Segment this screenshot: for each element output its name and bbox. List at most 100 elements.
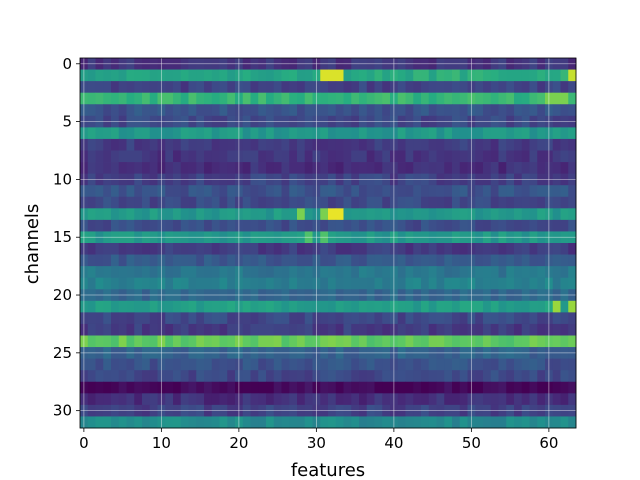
heatmap-cell — [490, 81, 499, 94]
heatmap-cell — [490, 127, 499, 140]
heatmap-cell — [118, 416, 127, 429]
heatmap-cell — [320, 381, 329, 394]
heatmap-cell — [87, 370, 96, 383]
heatmap-cell — [149, 243, 158, 255]
heatmap-cell — [142, 127, 151, 140]
heatmap-cell — [436, 254, 445, 267]
heatmap-cell — [266, 69, 275, 82]
heatmap-cell — [483, 300, 492, 313]
heatmap-cell — [289, 208, 298, 221]
heatmap-cell — [382, 323, 391, 336]
heatmap-cell — [382, 104, 391, 117]
x-tick-label: 0 — [79, 434, 89, 452]
heatmap-cell — [188, 196, 197, 209]
heatmap-cell — [196, 150, 205, 163]
heatmap-cell — [514, 243, 523, 255]
heatmap-cell — [537, 104, 546, 117]
heatmap-cell — [428, 185, 437, 198]
heatmap-cell — [266, 104, 275, 117]
heatmap-cell — [343, 81, 352, 94]
heatmap-cell — [165, 370, 174, 383]
heatmap-cell — [568, 208, 577, 221]
heatmap-cell — [335, 323, 344, 336]
heatmap-cell — [87, 127, 96, 140]
heatmap-cell — [289, 393, 298, 406]
heatmap-cell — [421, 150, 430, 163]
heatmap-cell — [196, 127, 205, 140]
heatmap-cell — [149, 416, 158, 429]
heatmap-cell — [149, 104, 158, 117]
heatmap-cell — [498, 335, 507, 348]
heatmap-cell — [397, 323, 406, 336]
heatmap-cell — [211, 358, 220, 371]
heatmap-cell — [366, 254, 375, 267]
heatmap-cell — [95, 243, 104, 255]
heatmap-cell — [537, 219, 546, 232]
heatmap-cell — [196, 196, 205, 209]
heatmap-cell — [242, 381, 251, 394]
heatmap-cell — [421, 219, 430, 232]
heatmap-cell — [343, 196, 352, 209]
heatmap-cell — [289, 162, 298, 175]
heatmap-cell — [118, 300, 127, 313]
heatmap-cell — [328, 312, 337, 325]
heatmap-cell — [180, 185, 189, 198]
heatmap-cell — [413, 150, 422, 163]
heatmap-cell — [421, 277, 430, 290]
heatmap-cell — [149, 127, 158, 140]
heatmap-cell — [118, 243, 127, 255]
heatmap-cell — [459, 69, 468, 82]
heatmap-cell — [514, 219, 523, 232]
heatmap-cell — [297, 300, 306, 313]
heatmap-cell — [436, 381, 445, 394]
heatmap-cell — [95, 185, 104, 198]
heatmap-cell — [118, 127, 127, 140]
heatmap-cell — [118, 393, 127, 406]
heatmap-cell — [103, 358, 112, 371]
heatmap-cell — [428, 323, 437, 336]
heatmap-cell — [281, 370, 290, 383]
heatmap-cell — [436, 69, 445, 82]
heatmap-cell — [281, 150, 290, 163]
heatmap-cell — [374, 138, 383, 151]
heatmap-cell — [165, 127, 174, 140]
heatmap-cell — [149, 219, 158, 232]
heatmap-cell — [304, 92, 313, 105]
heatmap-cell — [444, 300, 453, 313]
heatmap-cell — [273, 312, 282, 325]
heatmap-cell — [227, 254, 236, 267]
heatmap-cell — [359, 370, 368, 383]
heatmap-cell — [490, 150, 499, 163]
heatmap-cell — [452, 219, 461, 232]
heatmap-cell — [335, 370, 344, 383]
heatmap-cell — [366, 416, 375, 429]
x-tick-label: 20 — [229, 434, 248, 452]
heatmap-cell — [126, 150, 135, 163]
heatmap-cell — [227, 162, 236, 175]
heatmap-cell — [258, 254, 267, 267]
heatmap-cell — [529, 162, 538, 175]
heatmap-cell — [273, 370, 282, 383]
heatmap-cell — [514, 416, 523, 429]
heatmap-cell — [359, 69, 368, 82]
heatmap-cell — [134, 104, 143, 117]
heatmap-cell — [335, 196, 344, 209]
heatmap-cell — [483, 266, 492, 279]
heatmap-cell — [266, 254, 275, 267]
heatmap-cell — [382, 266, 391, 279]
heatmap-cell — [552, 300, 561, 313]
heatmap-cell — [359, 393, 368, 406]
heatmap-cell — [506, 266, 515, 279]
heatmap-cell — [483, 92, 492, 105]
heatmap-cell — [366, 127, 375, 140]
x-axis-label: features — [291, 460, 365, 480]
heatmap-cell — [343, 312, 352, 325]
heatmap-cell — [475, 196, 484, 209]
heatmap-cell — [498, 185, 507, 198]
heatmap-cell — [343, 335, 352, 348]
heatmap-cell — [568, 358, 577, 371]
heatmap-cell — [498, 312, 507, 325]
heatmap-cell — [351, 370, 360, 383]
heatmap-cell — [413, 300, 422, 313]
heatmap-cell — [552, 92, 561, 105]
